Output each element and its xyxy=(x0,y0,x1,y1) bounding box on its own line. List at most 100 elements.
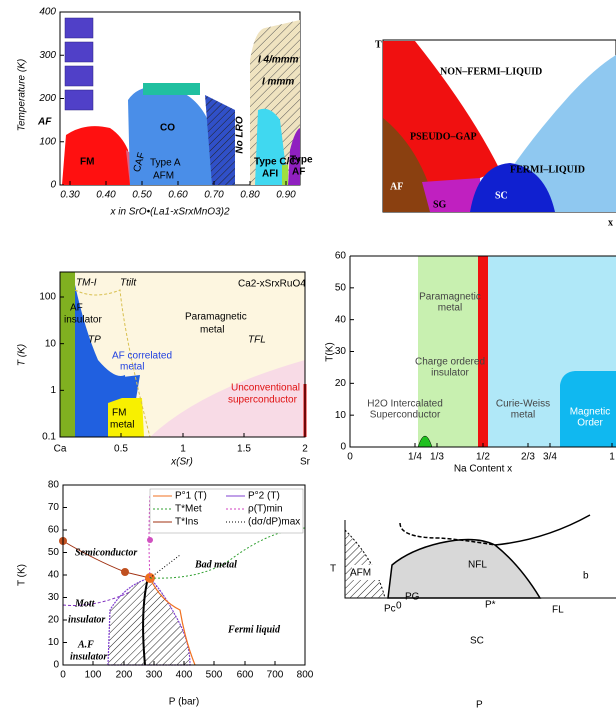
region-label: Type xyxy=(290,155,313,166)
region-label: metal xyxy=(110,420,134,431)
region-label: SC xyxy=(495,190,508,201)
x-tick-label: 0.60 xyxy=(168,190,188,201)
region-label: Magnetic xyxy=(570,407,611,418)
legend-entry: T*Met xyxy=(175,504,202,515)
region-label: AFM xyxy=(350,568,371,579)
y-axis-label: T xyxy=(330,564,336,575)
x-tick-label: 300 xyxy=(146,670,163,681)
region-label: Fermi liquid xyxy=(227,624,281,635)
x-tick-label: 2/3 xyxy=(521,452,535,463)
y-axis-label: T (K) xyxy=(17,344,28,366)
region-label: FM xyxy=(112,408,126,419)
region-label: Type C/C* xyxy=(254,157,301,168)
x-tick-label: Pc xyxy=(384,604,396,615)
region-label: Semiconductor xyxy=(75,547,137,558)
region-label: Paramagnetic xyxy=(185,312,247,323)
x-tick-label: 1/4 xyxy=(408,452,422,463)
legend-entry: ρ(T)min xyxy=(248,504,283,515)
region-label: AFI xyxy=(262,169,278,180)
y-axis-label: Temperature (K) xyxy=(17,59,28,131)
region-label: SG xyxy=(433,199,447,210)
x-tick-label: 1/3 xyxy=(430,452,444,463)
region-label: TM-I xyxy=(76,278,97,289)
y-tick-label: 50 xyxy=(335,282,347,293)
x-end-label: Sr xyxy=(300,457,311,468)
region-label: AFM xyxy=(153,171,174,182)
y-tick-label: 30 xyxy=(335,346,347,357)
region-label: Curie-Weiss xyxy=(496,399,550,410)
x-tick-label: 700 xyxy=(267,670,284,681)
panel-letter: b xyxy=(583,571,589,582)
y-tick-label: 0 xyxy=(340,442,346,453)
x-tick-label: 800 xyxy=(297,670,314,681)
y-tick-label: 200 xyxy=(38,93,56,104)
y-tick-label: 60 xyxy=(48,525,60,536)
x-tick-label: 600 xyxy=(237,670,254,681)
region-label: I 4/mmm xyxy=(258,55,299,66)
y-axis-label: T xyxy=(375,39,382,50)
y-tick-label: 50 xyxy=(48,547,60,558)
region-label: insulator xyxy=(64,315,102,326)
x-tick-label: 2 xyxy=(302,444,308,455)
region-label: Order xyxy=(577,418,603,429)
y-tick-label: 10 xyxy=(45,338,57,349)
panel-c: Ca2-xSrxRuO4 TM-I Ttilt Paramagnetic met… xyxy=(17,271,311,468)
region-label: metal xyxy=(200,325,224,336)
region-label: Superconductor xyxy=(370,410,441,421)
region-label: PSEUDO–GAP xyxy=(410,131,477,142)
x-tick-label: 0.80 xyxy=(240,190,260,201)
x-tick-label: 0.40 xyxy=(96,190,116,201)
region-label: FERMI–LIQUID xyxy=(510,164,585,175)
y-tick-label: 100 xyxy=(39,292,56,303)
y-axis-label: T(K) xyxy=(325,342,336,361)
y-tick-label: 400 xyxy=(39,7,56,18)
x-axis-label: P xyxy=(476,700,483,711)
x-tick-label: 0.90 xyxy=(276,190,296,201)
region-label: AF xyxy=(70,303,83,314)
legend-entry: T*Ins xyxy=(175,517,198,528)
region-label: AF xyxy=(390,181,403,192)
y-tick-label: 30 xyxy=(48,592,60,603)
y-tick-label: 40 xyxy=(335,314,347,325)
x-axis-label: x xyxy=(608,217,613,228)
legend-entry: (dσ/dP)max xyxy=(248,517,300,528)
x-axis-label: x in SrO•(La1-xSrxMnO3)2 xyxy=(109,207,230,218)
panel-title: Ca2-xSrxRuO4 xyxy=(238,279,306,290)
x-axis-label: Na Content x xyxy=(454,464,512,475)
x-axis-label: P (bar) xyxy=(169,697,199,708)
x-tick-label: P* xyxy=(485,600,496,611)
x-tick-label: 0.30 xyxy=(60,190,80,201)
region-label: Mott xyxy=(74,598,96,609)
region-label: Bad metal xyxy=(194,559,237,570)
y-tick-label: 10 xyxy=(48,637,60,648)
region-label: TFL xyxy=(248,335,266,346)
legend-entry: P°2 (T) xyxy=(248,491,280,502)
y-tick-label: 0.1 xyxy=(42,432,56,443)
y-tick-label: 70 xyxy=(48,502,60,513)
x-tick-label: 1.5 xyxy=(237,444,251,455)
legend-entry: P°1 (T) xyxy=(175,491,207,502)
region-label: metal xyxy=(511,410,535,421)
y-tick-label: 1 xyxy=(50,385,56,396)
region-label: CO xyxy=(160,123,175,134)
y-tick-label: 80 xyxy=(48,480,60,491)
y-tick-label: 100 xyxy=(39,136,56,147)
x-tick-label: 0 xyxy=(60,670,66,681)
region-label: SC xyxy=(470,636,484,647)
region-label: insulator xyxy=(68,614,105,625)
x-axis-label: x(Sr) xyxy=(170,457,193,468)
panel-e: P°1 (T) P°2 (T) T*Met ρ(T)min T*Ins (dσ/… xyxy=(17,484,306,708)
region-label: superconductor xyxy=(228,395,298,406)
region-label: NON–FERMI–LIQUID xyxy=(440,66,542,77)
panel-d: Paramagnetic metal Charge ordered insula… xyxy=(325,255,616,475)
panel-b: T x NON–FERMI–LIQUID PSEUDO–GAP FERMI–LI… xyxy=(375,39,616,228)
region-label: insulator xyxy=(431,368,469,379)
y-tick-label: 40 xyxy=(48,570,60,581)
y-tick-label: 0 xyxy=(53,660,59,671)
x-tick-label: 1/2 xyxy=(476,452,490,463)
region-label: Unconventional xyxy=(231,383,300,394)
region-label: FL xyxy=(552,605,564,616)
region-label: metal xyxy=(438,303,462,314)
y-tick-label: 10 xyxy=(335,410,347,421)
